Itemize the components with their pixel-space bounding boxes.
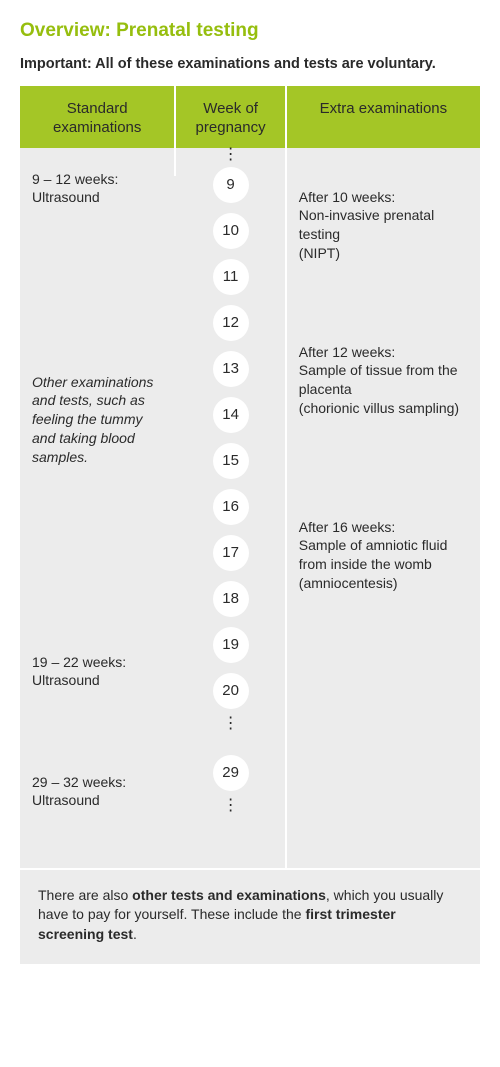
week-bubble: 13 xyxy=(213,351,249,387)
footer-bold: other tests and examinations xyxy=(132,887,326,903)
dots-icon: ⋮ xyxy=(188,150,272,160)
header-standard: Standard examinations xyxy=(20,86,176,148)
week-bubble: 11 xyxy=(213,259,249,295)
extra-entry-time: After 16 weeks: xyxy=(299,518,468,537)
extra-entry-name: Sample of tissue from the placenta xyxy=(299,361,468,399)
dots-icon: ⋮ xyxy=(188,719,272,729)
std-entry-1: 9 – 12 weeks: Ultrasound xyxy=(32,170,162,208)
standard-column: 9 – 12 weeks: Ultrasound Other examinati… xyxy=(20,148,176,176)
extra-entry-note: (NIPT) xyxy=(299,244,468,263)
extra-entry-1: After 10 weeks: Non-invasive prenatal te… xyxy=(299,188,468,264)
std-entry-other: Other examinations and tests, such as fe… xyxy=(32,373,162,467)
extra-entry-name: Sample of amniotic fluid from inside the… xyxy=(299,536,468,574)
std-entry-name: Ultrasound xyxy=(32,791,162,810)
prenatal-table: Standard examinations Week of pregnancy … xyxy=(20,86,480,964)
std-entry-name: Ultrasound xyxy=(32,671,162,690)
std-entry-2: 19 – 22 weeks: Ultrasound xyxy=(32,653,162,691)
extra-entry-name: Non-invasive prenatal testing xyxy=(299,206,468,244)
std-entry-time: 9 – 12 weeks: xyxy=(32,170,162,189)
extra-column: After 10 weeks: Non-invasive prenatal te… xyxy=(287,148,480,176)
header-extra: Extra examinations xyxy=(287,86,480,148)
header-week: Week of pregnancy xyxy=(176,86,286,148)
dots-icon: ⋮ xyxy=(188,801,272,811)
week-bubble: 10 xyxy=(213,213,249,249)
std-entry-3: 29 – 32 weeks: Ultrasound xyxy=(32,773,162,811)
week-bubble: 20 xyxy=(213,673,249,709)
table-header-row: Standard examinations Week of pregnancy … xyxy=(20,86,480,148)
week-column: ⋮ 9 10 11 12 13 14 15 16 17 18 19 20 ⋮ 2… xyxy=(176,148,286,868)
extra-entry-note: (amniocentesis) xyxy=(299,574,468,593)
week-bubble: 9 xyxy=(213,167,249,203)
extra-entry-note: (chorionic villus sampling) xyxy=(299,399,468,418)
important-note: Important: All of these examinations and… xyxy=(20,56,480,72)
week-bubble: 17 xyxy=(213,535,249,571)
footer-text: . xyxy=(133,926,137,942)
week-bubble: 14 xyxy=(213,397,249,433)
extra-entry-time: After 10 weeks: xyxy=(299,188,468,207)
week-bubble: 16 xyxy=(213,489,249,525)
std-entry-time: 29 – 32 weeks: xyxy=(32,773,162,792)
footer-text: There are also xyxy=(38,887,132,903)
extra-entry-time: After 12 weeks: xyxy=(299,343,468,362)
std-entry-name: Ultrasound xyxy=(32,188,162,207)
week-bubble: 15 xyxy=(213,443,249,479)
std-entry-time: 19 – 22 weeks: xyxy=(32,653,162,672)
week-bubble: 18 xyxy=(213,581,249,617)
footer-note: There are also other tests and examinati… xyxy=(20,868,480,965)
table-body: 9 – 12 weeks: Ultrasound Other examinati… xyxy=(20,148,480,868)
extra-entry-3: After 16 weeks: Sample of amniotic fluid… xyxy=(299,518,468,594)
extra-entry-2: After 12 weeks: Sample of tissue from th… xyxy=(299,343,468,419)
week-bubble: 19 xyxy=(213,627,249,663)
page-title: Overview: Prenatal testing xyxy=(20,20,480,42)
week-bubble: 12 xyxy=(213,305,249,341)
week-bubble: 29 xyxy=(213,755,249,791)
